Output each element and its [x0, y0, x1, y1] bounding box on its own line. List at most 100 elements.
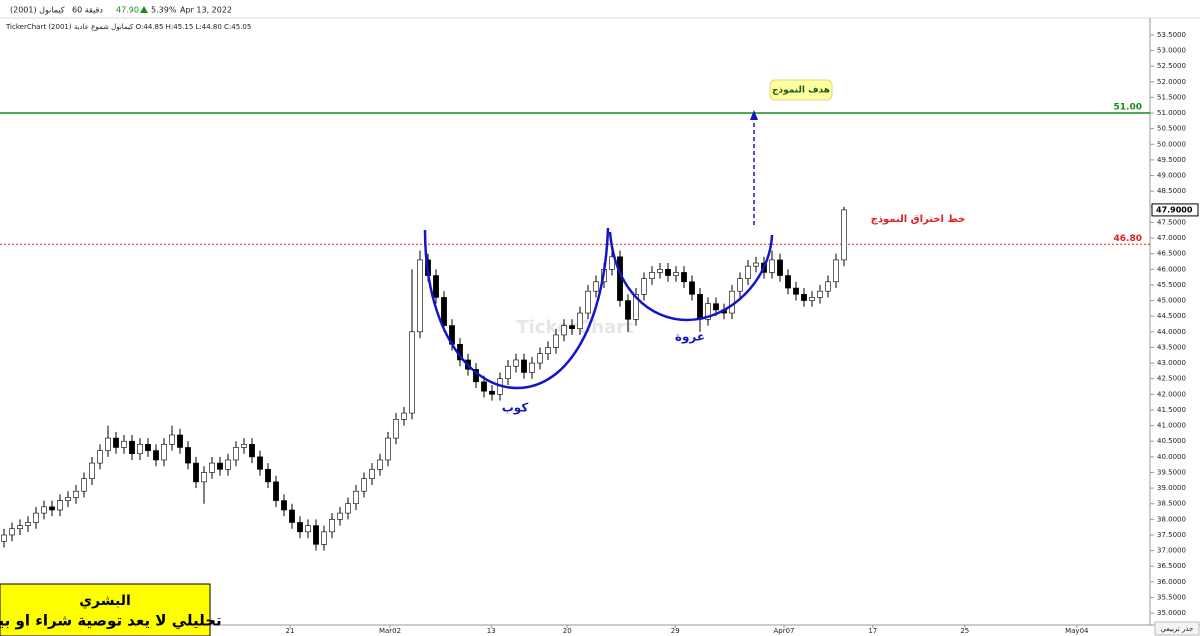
- candle-body: [81, 478, 87, 492]
- candle-body: [409, 331, 415, 414]
- x-tick-label: May04: [1065, 627, 1089, 635]
- candle-body: [113, 437, 119, 448]
- author: البشري: [79, 593, 131, 610]
- candle-body: [1, 534, 7, 542]
- date: Apr 13, 2022: [180, 6, 232, 15]
- candle-body: [609, 256, 615, 270]
- y-tick-label: 35.5000: [1157, 593, 1186, 601]
- ohlc-line: TickerChart كيمانول شموع عادية (2001) O:…: [5, 23, 251, 31]
- y-tick-label: 35.0000: [1157, 609, 1186, 617]
- y-tick-label: 47.5000: [1157, 218, 1186, 226]
- scale-button[interactable]: [1154, 621, 1200, 636]
- candle-body: [65, 497, 71, 501]
- y-tick-label: 41.0000: [1157, 422, 1186, 430]
- y-tick-label: 41.5000: [1157, 406, 1186, 414]
- candle-body: [745, 265, 751, 279]
- x-tick-label: 20: [563, 627, 572, 635]
- candle-body: [161, 444, 167, 461]
- up-arrow: [140, 6, 148, 13]
- y-tick-label: 45.0000: [1157, 297, 1186, 305]
- candle-body: [737, 278, 743, 292]
- candle-body: [257, 456, 263, 470]
- candle-body: [673, 272, 679, 276]
- x-tick-label: 29: [671, 627, 680, 635]
- cup-arc: [423, 227, 610, 390]
- candle-body: [25, 522, 31, 526]
- candle-body: [369, 469, 375, 480]
- candle-body: [241, 444, 247, 448]
- y-tick-label: 37.0000: [1157, 547, 1186, 555]
- candle-body: [841, 209, 847, 261]
- candle-body: [633, 294, 639, 320]
- y-tick-label: 51.5000: [1157, 93, 1186, 101]
- candle-body: [817, 290, 823, 298]
- header-bar: [0, 0, 1200, 18]
- x-tick-label: Mar02: [379, 627, 401, 635]
- candle-body: [337, 512, 343, 520]
- candle-body: [769, 259, 775, 273]
- y-tick-label: 42.0000: [1157, 390, 1186, 398]
- last-price-label: 47.9000: [1156, 205, 1193, 214]
- candle-body: [393, 419, 399, 439]
- y-tick-label: 43.0000: [1157, 359, 1186, 367]
- candle-body: [513, 359, 519, 367]
- candle-body: [705, 303, 711, 320]
- candle-body: [329, 519, 335, 533]
- y-tick-label: 42.5000: [1157, 375, 1186, 383]
- candle-body: [529, 362, 535, 373]
- note-box: [0, 583, 211, 636]
- y-tick-label: 47.0000: [1157, 234, 1186, 242]
- target-box: [769, 79, 833, 101]
- y-tick-label: 53.0000: [1157, 47, 1186, 55]
- y-tick-label: 44.5000: [1157, 312, 1186, 320]
- level-label: 51.00: [1114, 103, 1142, 113]
- candle-body: [137, 444, 143, 455]
- candle-body: [249, 444, 255, 458]
- candle-body: [225, 459, 231, 470]
- candle-body: [593, 281, 599, 292]
- candle-body: [33, 512, 39, 523]
- x-tick-label: 25: [960, 627, 969, 635]
- y-tick-label: 38.5000: [1157, 500, 1186, 508]
- y-tick-label: 50.0000: [1157, 140, 1186, 148]
- candle-body: [561, 325, 567, 336]
- candle-body: [97, 450, 103, 464]
- y-tick-label: 48.5000: [1157, 187, 1186, 195]
- y-tick-label: 43.5000: [1157, 343, 1186, 351]
- x-tick-label: 21: [286, 627, 295, 635]
- candle-body: [793, 287, 799, 295]
- interval: 60 دقيقة: [72, 6, 103, 15]
- y-tick-label: 53.5000: [1157, 31, 1186, 39]
- candle-body: [569, 325, 575, 329]
- candle-body: [401, 412, 407, 420]
- candle-body: [17, 525, 23, 530]
- target-label: هدف النموذج: [772, 86, 830, 96]
- candle-body: [585, 290, 591, 314]
- candle-body: [577, 312, 583, 329]
- candle-body: [345, 503, 351, 514]
- y-tick-label: 49.0000: [1157, 172, 1186, 180]
- candle-body: [713, 303, 719, 311]
- candle-body: [193, 462, 199, 483]
- candle-body: [481, 381, 487, 392]
- scale-button-label[interactable]: جذر تربيعي: [1161, 625, 1194, 633]
- candle-body: [433, 275, 439, 298]
- y-tick-label: 38.0000: [1157, 515, 1186, 523]
- breakout-label: خط اختراق النموذج: [871, 214, 966, 225]
- price: 47.90: [116, 6, 139, 15]
- candle-body: [209, 462, 215, 473]
- candle-body: [385, 437, 391, 461]
- candle-body: [233, 447, 239, 461]
- candle-body: [145, 444, 151, 451]
- candle-body: [657, 269, 663, 273]
- y-tick-label: 52.0000: [1157, 78, 1186, 86]
- disclaimer: تحليلي لا يعد توصية شراء او بيع: [0, 612, 222, 630]
- y-tick-label: 39.5000: [1157, 468, 1186, 476]
- y-tick-label: 36.0000: [1157, 578, 1186, 586]
- y-tick-label: 39.0000: [1157, 484, 1186, 492]
- candle-body: [377, 459, 383, 470]
- candle-body: [49, 506, 55, 511]
- candle-body: [305, 525, 311, 533]
- candle-body: [265, 469, 271, 483]
